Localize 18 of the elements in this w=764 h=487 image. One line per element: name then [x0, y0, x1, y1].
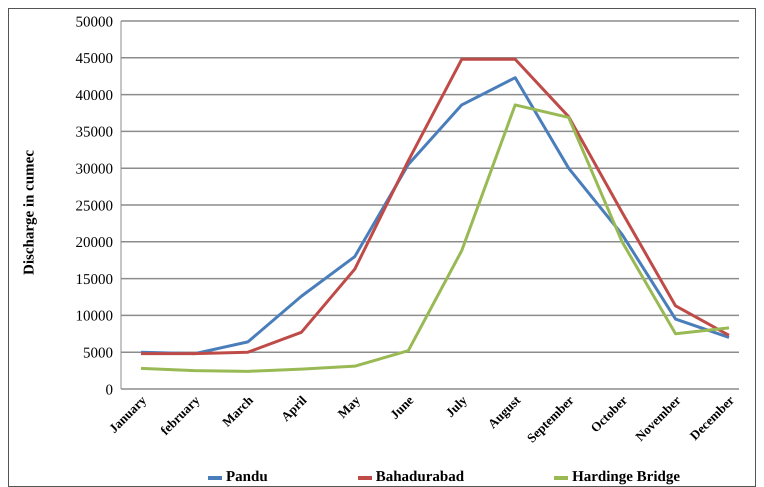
legend-label: Hardinge Bridge [571, 469, 680, 486]
y-tick-label: 5000 [83, 346, 113, 362]
y-tick-label: 30000 [76, 162, 113, 178]
x-tick-label: May [334, 392, 364, 421]
y-tick-label: 25000 [76, 198, 113, 214]
y-tick-label: 50000 [76, 14, 113, 30]
y-tick-label: 40000 [76, 88, 113, 104]
legend-label: Pandu [225, 469, 268, 486]
y-tick-label: 10000 [76, 308, 113, 325]
y-tick-label: 45000 [76, 51, 113, 68]
x-tick-label: June [386, 392, 417, 422]
y-tick-label: 35000 [76, 124, 113, 141]
y-tick-label: 20000 [76, 235, 113, 252]
x-tick-label: July [442, 392, 470, 420]
y-axis-title: Discharge in cumec [21, 150, 38, 275]
legend-label: Bahadurabad [374, 469, 464, 486]
y-tick-label: 0 [106, 382, 113, 398]
y-tick-label: 15000 [76, 272, 113, 288]
